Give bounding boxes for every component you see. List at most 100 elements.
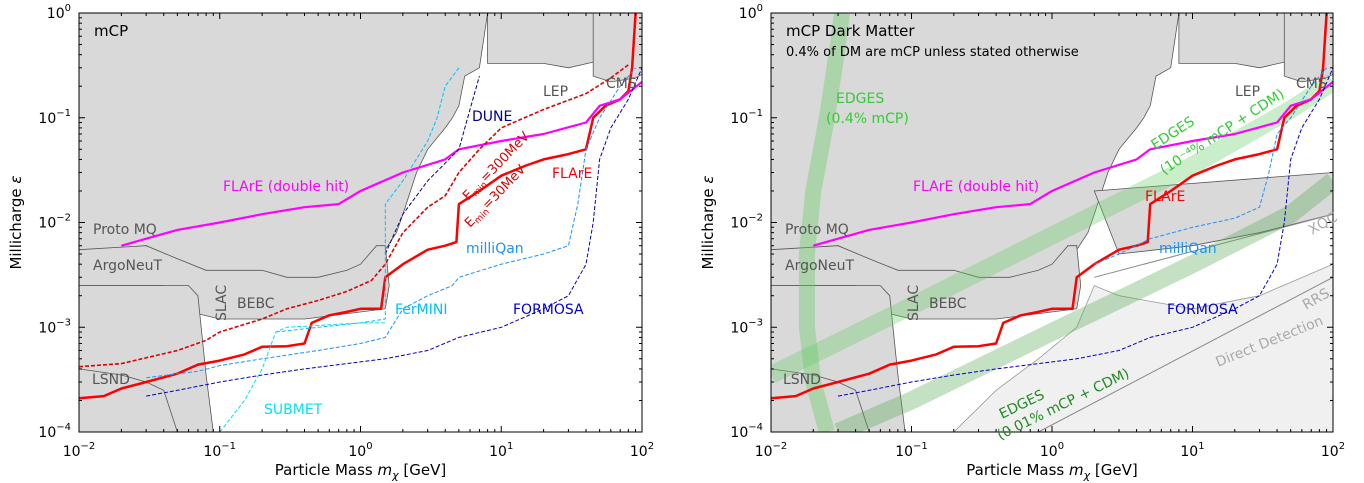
- y-tick-exponent: 0: [757, 3, 763, 14]
- x-tick-exponent: 2: [648, 441, 654, 452]
- y-tick-exponent: −3: [56, 317, 71, 328]
- label-cms: CMS: [1296, 76, 1327, 92]
- exclusion-region-cms: [592, 13, 642, 83]
- x-tick-exponent: −2: [81, 441, 96, 452]
- y-tick-exponent: −2: [748, 213, 763, 224]
- y-tick-base: 10: [38, 425, 56, 441]
- x-axis-label-unit: [GeV]: [399, 461, 447, 479]
- x-tick-base: 10: [1180, 444, 1198, 460]
- y-tick-exponent: −4: [56, 422, 71, 433]
- exclusion-region-cms: [1283, 13, 1333, 83]
- ticks: [78, 12, 643, 433]
- y-tick-label: 10−3: [730, 317, 763, 336]
- x-tick-exponent: 1: [507, 441, 513, 452]
- label-formosa: FORMOSA: [1167, 302, 1238, 318]
- x-tick-label: 10−2: [63, 441, 96, 460]
- label-slac: SLAC: [906, 285, 922, 321]
- x-tick-base: 10: [755, 444, 773, 460]
- y-tick-base: 10: [38, 320, 56, 336]
- x-axis-label: Particle Mass mχ [GeV]: [966, 461, 1137, 482]
- y-tick-exponent: −4: [748, 422, 763, 433]
- x-axis-label-subscript: χ: [391, 469, 399, 482]
- chart-panel-1: 10−2 10−1 100 101 10210−410−310−210−1100Part…: [7, 3, 654, 482]
- y-tick-exponent: −2: [56, 213, 71, 224]
- label-flare: FLArE: [1145, 189, 1185, 205]
- panel-subtitle: 0.4% of DM are mCP unless stated otherwi…: [786, 45, 1079, 60]
- x-tick-label: 100: [1040, 441, 1064, 460]
- y-tick-exponent: −3: [748, 317, 763, 328]
- series-line-milliqan: [146, 67, 636, 379]
- label-0-4-mcp: (0.4% mCP): [826, 111, 909, 127]
- x-tick-base: 10: [1321, 444, 1339, 460]
- y-tick-base: 10: [730, 111, 748, 127]
- y-tick-base: 10: [730, 425, 748, 441]
- label-bebc: BEBC: [237, 296, 275, 312]
- y-tick-label: 100: [739, 3, 763, 22]
- y-tick-label: 10−3: [38, 317, 71, 336]
- panel-title: mCP Dark Matter: [786, 22, 915, 40]
- y-tick-base: 10: [38, 216, 56, 232]
- exclusion-region-direct-detection: [953, 263, 1333, 432]
- y-tick-label: 100: [47, 3, 71, 22]
- y-axis-label: Millicharge ε: [699, 175, 717, 269]
- label-proto-mq: Proto MQ: [93, 222, 157, 238]
- label-argoneut: ArgoNeuT: [785, 258, 854, 274]
- series-line-flare-double-hit: [121, 81, 642, 247]
- y-tick-base: 10: [739, 6, 757, 22]
- x-tick-exponent: 0: [1058, 441, 1064, 452]
- plot-layer: [771, 13, 1333, 432]
- chart-panel-2: 10−2 10−1 100 101 10210−410−310−210−1100Part…: [699, 3, 1345, 482]
- x-tick-exponent: −1: [913, 441, 928, 452]
- x-tick-base: 10: [203, 444, 221, 460]
- y-axis-label-main: Millicharge: [7, 184, 25, 270]
- label-flare: FLArE: [552, 166, 592, 182]
- y-tick-base: 10: [38, 111, 56, 127]
- y-tick-label: 10−2: [38, 213, 71, 232]
- y-tick-base: 10: [47, 6, 65, 22]
- label-fermini: FerMINI: [395, 302, 447, 318]
- series-line-fermini: [275, 67, 460, 333]
- in-plot-labels: LEP CMS Proto MQ ArgoNeuT SLAC BEBC LSND DUNE FL…: [92, 76, 637, 418]
- label-dune: DUNE: [472, 109, 512, 125]
- y-axis-label-symbol: ε: [7, 175, 25, 183]
- label-bebc: BEBC: [929, 296, 967, 312]
- label-lep: LEP: [1235, 84, 1260, 100]
- panel-title: mCP: [94, 22, 128, 40]
- x-tick-base: 10: [348, 444, 366, 460]
- y-tick-label: 10−1: [730, 108, 763, 127]
- x-axis-label-symbol: m: [1069, 461, 1084, 479]
- y-axis-label: Millicharge ε: [7, 175, 25, 269]
- label-milliqan: milliQan: [466, 241, 524, 257]
- series-line-e-min-300mev: [79, 64, 629, 368]
- x-axis-label-symbol: m: [378, 461, 393, 479]
- band-edges-0-01-mcp-cdm: [834, 173, 1333, 432]
- label-argoneut: ArgoNeuT: [93, 258, 162, 274]
- x-tick-base: 10: [1040, 444, 1058, 460]
- x-axis-label-subscript: χ: [1083, 469, 1091, 482]
- x-tick-base: 10: [489, 444, 507, 460]
- y-tick-exponent: −1: [56, 108, 71, 119]
- y-tick-label: 10−2: [730, 213, 763, 232]
- label-milliqan: milliQan: [1159, 241, 1217, 257]
- x-tick-exponent: −2: [773, 441, 788, 452]
- x-tick-label: 10−1: [203, 441, 236, 460]
- series-line-submet: [219, 322, 386, 432]
- x-tick-label: 102: [630, 441, 654, 460]
- x-tick-exponent: 1: [1198, 441, 1204, 452]
- ticks: [770, 12, 1334, 433]
- x-axis-label: Particle Mass mχ [GeV]: [275, 461, 446, 482]
- x-tick-base: 10: [630, 444, 648, 460]
- y-tick-label: 10−4: [38, 422, 71, 441]
- x-tick-label: 101: [489, 441, 513, 460]
- y-tick-label: 10−4: [730, 422, 763, 441]
- series-line-dune: [384, 75, 480, 255]
- label-submet: SUBMET: [264, 402, 323, 418]
- label-lep: LEP: [543, 84, 568, 100]
- x-tick-label: 101: [1180, 441, 1204, 460]
- band-edges-0-4-mcp: [798, 13, 850, 432]
- boundary-rrs: [1038, 276, 1333, 432]
- y-tick-label: 10−1: [38, 108, 71, 127]
- y-axis-label-symbol: ε: [699, 175, 717, 183]
- x-axis-label-main: Particle Mass: [966, 461, 1069, 479]
- x-tick-exponent: −1: [221, 441, 236, 452]
